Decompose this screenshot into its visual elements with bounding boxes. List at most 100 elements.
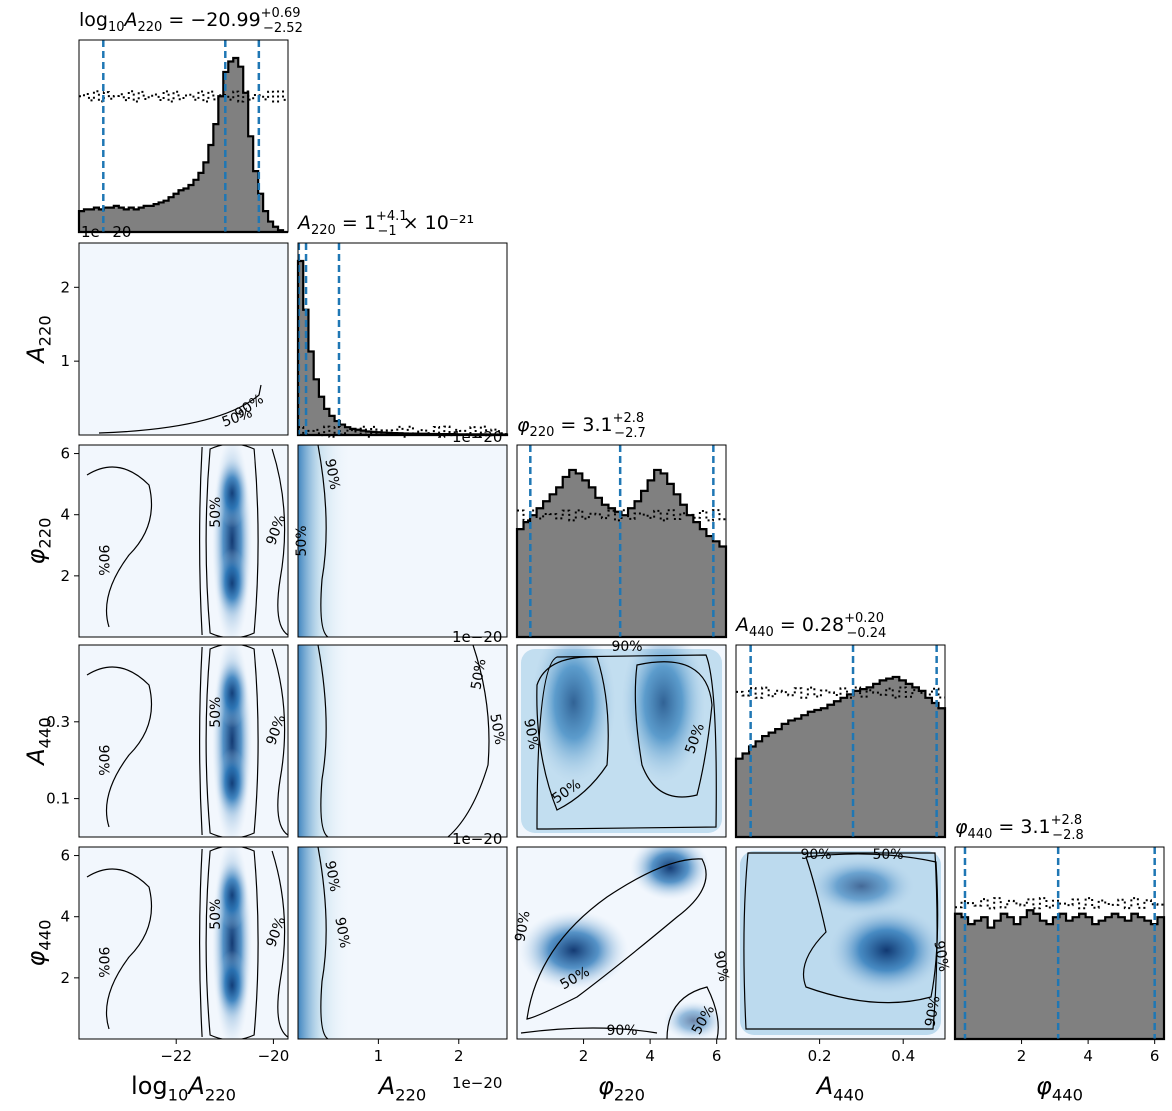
ytick-label-phi220-2: 6 — [60, 445, 70, 463]
density-background — [79, 645, 288, 837]
contour-50 — [205, 645, 259, 837]
contour-90 — [317, 445, 329, 637]
panel-frame-phi440 — [954, 846, 1165, 1040]
density-blob-low — [518, 910, 629, 991]
contour-label-90: 90% — [321, 860, 342, 893]
xlabel-log10_A220: log10A220 — [131, 1072, 236, 1105]
contour-90 — [536, 654, 717, 830]
contour-50 — [205, 847, 259, 1039]
prior-A220 — [298, 425, 507, 438]
xtick-label-A440-0: 0.2 — [808, 1047, 832, 1065]
contour-90-right — [447, 645, 490, 837]
contour-90 — [98, 384, 262, 434]
contour-label-90-b: 90% — [95, 947, 111, 978]
histogram-log10_A220 — [77, 56, 288, 234]
density-background — [79, 243, 288, 435]
contour-label-90: 90% — [611, 639, 642, 655]
contour-label-90-c: 90% — [922, 995, 943, 1028]
contour-90-outer — [86, 666, 153, 828]
density-layer — [740, 851, 945, 1035]
ytick-label-phi440-2: 6 — [60, 847, 70, 865]
panel-phi220-vs-log10_A220: 50%90%90% — [78, 444, 289, 638]
contour-label-50: 50% — [294, 525, 310, 556]
offset-label-A220-row4: 1e−20 — [452, 830, 502, 848]
contour-90 — [199, 848, 288, 1038]
contour-label-90-b: 90% — [331, 916, 352, 949]
histogram-phi220 — [515, 468, 728, 639]
contour-90 — [317, 847, 329, 1039]
diagonal-panel-log10_A220: log10A220 = −20.99+0.69 −2.52 — [77, 6, 303, 234]
panel-frame — [78, 644, 289, 838]
diagonal-panel-A220: A220 = 1+4.1 −1 × 10⁻²¹ — [296, 209, 509, 438]
offset-label-A220-top: 1e−20 — [81, 223, 131, 241]
contour-90 — [199, 446, 288, 636]
panel-phi440-vs-log10_A220: 50%90%90% — [78, 846, 289, 1040]
contour-90 — [520, 986, 719, 1039]
contour-label-90-b: 90% — [930, 940, 951, 973]
contour-90-outer — [86, 868, 153, 1030]
histogram-A440 — [734, 675, 947, 839]
histogram-A220 — [296, 259, 509, 437]
xlabel-A220: A220 — [377, 1072, 427, 1105]
xtick-label-phi220-0: 2 — [579, 1047, 589, 1065]
panel-A440-vs-log10_A220: 50%90%90% — [78, 644, 289, 838]
contour-label-50: 50% — [208, 697, 224, 728]
density-core-1 — [216, 860, 249, 930]
density-blob-left — [531, 645, 616, 783]
panel-phi220-vs-A220: 90% 50% — [294, 444, 508, 638]
offset-label-A220-bottom: 1e−20 — [452, 1074, 502, 1092]
diagonal-panel-phi220: φ220 = 3.1+2.8 −2.7 — [515, 411, 728, 639]
contour-50 — [526, 858, 707, 1020]
panel-frame — [297, 846, 508, 1040]
contour-label-50-b: 50% — [486, 713, 507, 746]
ytick-label-A440-1: 0.3 — [46, 713, 70, 731]
prior-A440 — [736, 686, 945, 699]
xtick-label-phi440-1: 4 — [1083, 1047, 1093, 1065]
contour-50-right — [634, 661, 713, 798]
ylabel-phi220: φ220 — [22, 518, 55, 565]
density-blob — [826, 905, 945, 996]
xlabel-A440: A440 — [815, 1072, 865, 1105]
density-core-2 — [216, 950, 249, 1021]
panel-A220-vs-log10_A220: 50%90% — [78, 242, 289, 436]
xtick-label-A220-0: 1 — [374, 1047, 384, 1065]
ylabel-phi440: φ440 — [22, 920, 55, 967]
contour-label-90-b: 90% — [520, 718, 541, 751]
contour-label-90: 90% — [800, 847, 831, 863]
panel-frame-A440 — [735, 644, 946, 838]
density-layer — [86, 445, 288, 637]
contour-label-90-b: 90% — [95, 545, 111, 576]
panel-A440-vs-A220: 50% 50% — [297, 644, 508, 838]
contour-90 — [743, 852, 938, 1030]
offset-label-A220-row3: 1e−20 — [452, 628, 502, 646]
density-blob-2 — [806, 856, 917, 917]
contour-50-left — [536, 656, 609, 811]
panel-frame-phi220 — [516, 444, 727, 638]
ytick-label-phi440-0: 2 — [60, 969, 70, 987]
panel-frame — [78, 444, 289, 638]
prior-phi440 — [955, 897, 1164, 910]
contour-50 — [802, 853, 939, 1004]
panel-title-log10_A220: log10A220 = −20.99+0.69 −2.52 — [79, 6, 303, 36]
density-blob-right — [621, 645, 706, 783]
density-layer — [86, 645, 288, 837]
density-layer — [521, 645, 722, 833]
panel-frame — [516, 644, 727, 838]
contour-50 — [205, 445, 259, 637]
ytick-label-phi220-1: 4 — [60, 506, 70, 524]
contour-label-50: 50% — [208, 497, 224, 528]
xtick-label-A440-1: 0.4 — [891, 1047, 915, 1065]
panel-title-phi220: φ220 = 3.1+2.8 −2.7 — [517, 411, 646, 441]
xtick-label-log10_A220-1: −20 — [258, 1047, 290, 1065]
panel-frame — [297, 644, 508, 838]
xlabel-phi440: φ440 — [1036, 1072, 1083, 1105]
ytick-label-phi440-1: 4 — [60, 908, 70, 926]
xtick-label-A220-1: 2 — [454, 1047, 464, 1065]
density-core-2 — [216, 748, 249, 819]
panel-frame — [78, 242, 289, 436]
density-background — [79, 445, 288, 637]
ylabel-A220: A220 — [22, 315, 55, 365]
xtick-label-phi220-1: 4 — [645, 1047, 655, 1065]
density-plateau — [521, 649, 722, 833]
